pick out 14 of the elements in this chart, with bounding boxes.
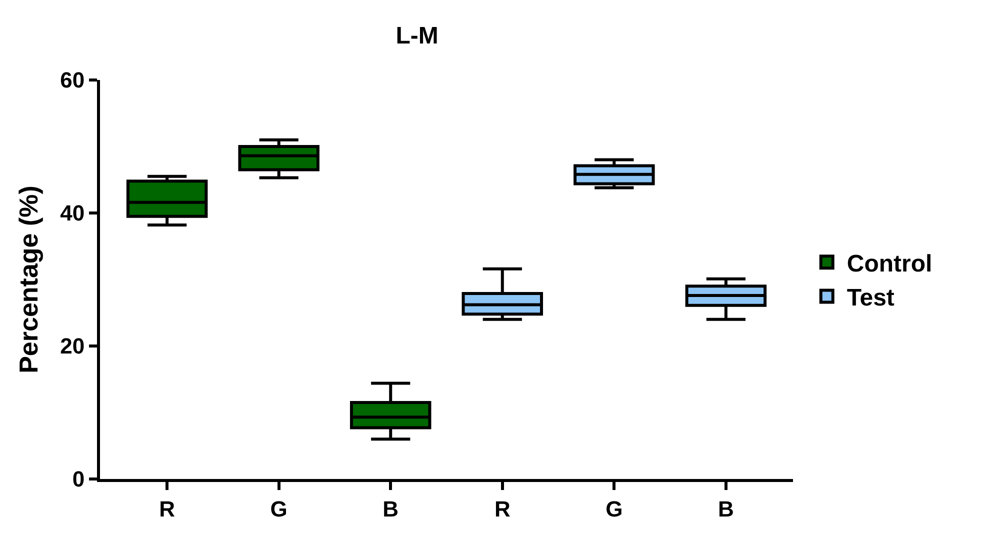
legend-label: Control: [846, 250, 932, 278]
chart-title: L-M: [396, 22, 438, 50]
y-tick-label: 20: [60, 334, 85, 359]
x-tick-label: G: [606, 496, 623, 522]
x-tick-label: B: [718, 496, 734, 522]
legend-label: Test: [846, 284, 894, 312]
y-tick-label: 60: [60, 68, 85, 93]
y-tick-label: 40: [60, 200, 85, 226]
y-tick-label: 0: [72, 466, 85, 492]
x-tick-label: R: [494, 496, 510, 522]
x-tick-label: R: [159, 496, 176, 522]
x-tick-label: B: [382, 496, 399, 522]
x-tick-label: G: [270, 496, 288, 522]
y-axis-title: Percentage (%): [14, 186, 44, 374]
